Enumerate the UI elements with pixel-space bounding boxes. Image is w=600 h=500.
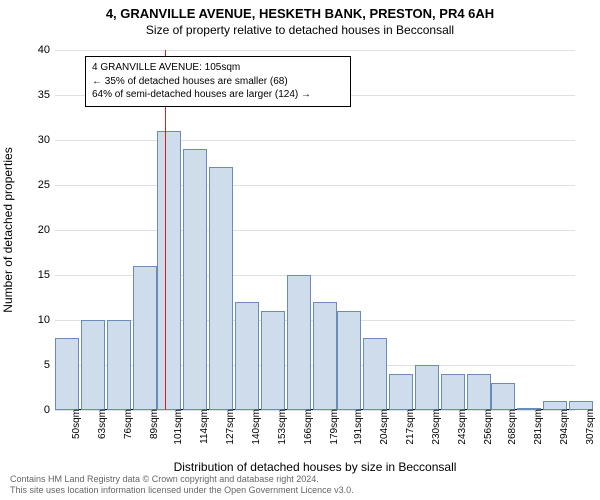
x-axis-label: Distribution of detached houses by size …: [55, 460, 575, 474]
x-tick-label: 127sqm: [225, 409, 236, 445]
bar: [157, 131, 181, 410]
annotation-box: 4 GRANVILLE AVENUE: 105sqm← 35% of detac…: [85, 56, 351, 107]
x-tick-label: 191sqm: [353, 409, 364, 445]
x-tick-label: 281sqm: [533, 409, 544, 445]
bar: [389, 374, 413, 410]
gridline: [55, 185, 575, 186]
gridline: [55, 140, 575, 141]
x-tick-label: 76sqm: [123, 409, 134, 439]
chart-plot-area: 051015202530354050sqm63sqm76sqm89sqm101s…: [55, 50, 575, 410]
gridline: [55, 230, 575, 231]
bar: [441, 374, 465, 410]
x-tick-label: 114sqm: [199, 409, 210, 444]
bar: [81, 320, 105, 410]
x-tick-label: 50sqm: [71, 409, 82, 439]
bar: [235, 302, 259, 410]
y-tick-label: 10: [25, 314, 50, 326]
x-tick-label: 294sqm: [559, 409, 570, 445]
x-tick-label: 256sqm: [483, 409, 494, 445]
gridline: [55, 50, 575, 51]
y-axis-label: Number of detached properties: [1, 147, 15, 312]
x-tick-label: 217sqm: [405, 409, 416, 445]
y-tick-label: 30: [25, 134, 50, 146]
y-tick-label: 15: [25, 269, 50, 281]
footer-line1: Contains HM Land Registry data © Crown c…: [10, 474, 354, 485]
x-tick-label: 204sqm: [379, 409, 390, 445]
annotation-line3: 64% of semi-detached houses are larger (…: [92, 88, 344, 102]
x-tick-label: 268sqm: [507, 409, 518, 445]
y-tick-label: 35: [25, 89, 50, 101]
x-tick-label: 101sqm: [173, 409, 184, 445]
bar: [183, 149, 207, 410]
y-tick-label: 0: [25, 404, 50, 416]
bar: [337, 311, 361, 410]
bar: [261, 311, 285, 410]
footer-line2: This site uses location information lice…: [10, 485, 354, 496]
bar: [313, 302, 337, 410]
footer-text: Contains HM Land Registry data © Crown c…: [10, 474, 354, 496]
x-tick-label: 153sqm: [277, 409, 288, 445]
annotation-line2: ← 35% of detached houses are smaller (68…: [92, 75, 344, 89]
x-tick-label: 243sqm: [457, 409, 468, 445]
x-tick-label: 166sqm: [303, 409, 314, 445]
y-tick-label: 40: [25, 44, 50, 56]
x-tick-label: 89sqm: [149, 409, 160, 439]
x-tick-label: 179sqm: [329, 409, 340, 445]
bar: [491, 383, 515, 410]
y-tick-label: 5: [25, 359, 50, 371]
chart-title: 4, GRANVILLE AVENUE, HESKETH BANK, PREST…: [0, 0, 600, 21]
bar: [55, 338, 79, 410]
chart-container: 4, GRANVILLE AVENUE, HESKETH BANK, PREST…: [0, 0, 600, 500]
bar: [107, 320, 131, 410]
y-tick-label: 20: [25, 224, 50, 236]
x-tick-label: 140sqm: [251, 409, 262, 445]
x-tick-label: 63sqm: [97, 409, 108, 439]
bar: [415, 365, 439, 410]
x-tick-label: 230sqm: [431, 409, 442, 445]
bar: [467, 374, 491, 410]
annotation-line1: 4 GRANVILLE AVENUE: 105sqm: [92, 61, 344, 75]
x-tick-label: 307sqm: [585, 409, 596, 445]
y-tick-label: 25: [25, 179, 50, 191]
bar: [363, 338, 387, 410]
chart-subtitle: Size of property relative to detached ho…: [0, 21, 600, 37]
bar: [209, 167, 233, 410]
bar: [133, 266, 157, 410]
bar: [287, 275, 311, 410]
